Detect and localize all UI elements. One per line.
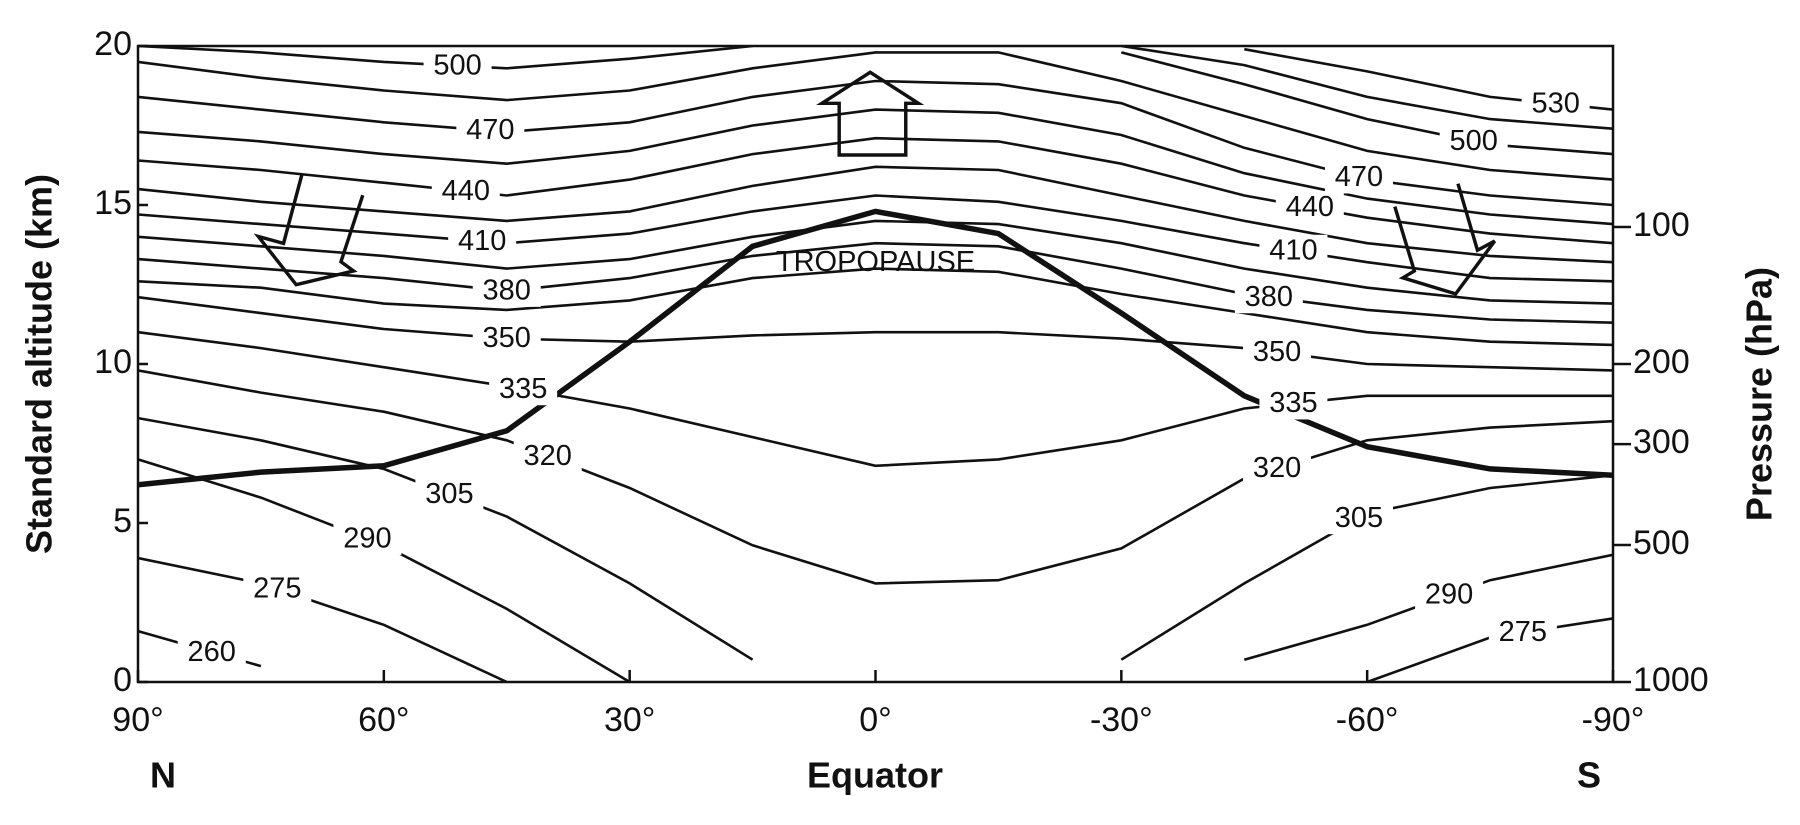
isentropes bbox=[138, 46, 1613, 682]
label-background bbox=[513, 440, 582, 473]
y2-tick-label: 100 bbox=[1633, 206, 1690, 244]
label-background bbox=[1324, 161, 1393, 194]
y2-tick-label: 1000 bbox=[1633, 661, 1709, 699]
label-background bbox=[1234, 281, 1303, 314]
label-background bbox=[1259, 387, 1328, 420]
label-background bbox=[1275, 191, 1344, 224]
tropopause bbox=[138, 208, 1613, 488]
isentrope bbox=[138, 165, 1613, 264]
y2-tick-label: 500 bbox=[1633, 524, 1690, 562]
isentrope bbox=[138, 267, 1613, 347]
plot-area: 260 275 275 290 290 305 305 320 320 335 335 350 350 3… bbox=[94, 25, 1708, 739]
contour-label: 290 bbox=[343, 523, 391, 555]
y-tick-label: 5 bbox=[113, 502, 132, 540]
contour-label: 410 bbox=[1269, 234, 1317, 266]
y-tick-label: 0 bbox=[113, 661, 132, 699]
label-background bbox=[448, 225, 517, 258]
contour-label: 440 bbox=[1286, 191, 1334, 223]
contour-label: 350 bbox=[483, 322, 531, 354]
label-background bbox=[456, 114, 525, 147]
label-background bbox=[243, 572, 312, 605]
label-background bbox=[415, 478, 484, 511]
arrows bbox=[253, 70, 1497, 296]
contour-label: 440 bbox=[442, 175, 490, 207]
y2-axis-title: Pressure (hPa) bbox=[1739, 267, 1780, 521]
contour-label: 500 bbox=[433, 49, 481, 81]
x-tick-label: -30° bbox=[1090, 701, 1153, 739]
south-label: S bbox=[1577, 755, 1601, 796]
label-background bbox=[177, 636, 246, 669]
x-tick-label: 60° bbox=[358, 701, 409, 739]
x-tick-label: -90° bbox=[1582, 701, 1645, 739]
label-background bbox=[1324, 502, 1393, 535]
label-background bbox=[1243, 452, 1312, 485]
contour-label: 320 bbox=[524, 440, 572, 472]
isentrope bbox=[1121, 46, 1613, 130]
contour-label: 380 bbox=[1245, 281, 1293, 313]
descending-arrow-north bbox=[253, 174, 365, 287]
contour-label: 305 bbox=[425, 478, 473, 510]
y2-tick-label: 300 bbox=[1633, 423, 1690, 461]
contour-label: 350 bbox=[1253, 336, 1301, 368]
contour-label: 335 bbox=[499, 373, 547, 405]
label-background bbox=[1488, 616, 1557, 649]
contour-label: 410 bbox=[458, 225, 506, 257]
contour-labels: 260 275 275 290 290 305 305 320 320 335 335 350 350 3… bbox=[177, 49, 1590, 669]
isentrope bbox=[138, 330, 1613, 468]
contour-label: 470 bbox=[1335, 161, 1383, 193]
x-tick-label: 90° bbox=[112, 701, 163, 739]
y-tick-label: 10 bbox=[94, 343, 132, 381]
x-tick-label: 30° bbox=[604, 701, 655, 739]
descending-arrow-south bbox=[1393, 183, 1497, 296]
x-axis-title: Equator bbox=[807, 755, 943, 796]
north-label: N bbox=[150, 755, 176, 796]
contour-label: 335 bbox=[1269, 387, 1317, 419]
contour-label: 320 bbox=[1253, 452, 1301, 484]
isentrope bbox=[138, 136, 1613, 245]
label-background bbox=[1521, 87, 1590, 120]
contour-label: 500 bbox=[1449, 125, 1497, 157]
isentrope bbox=[138, 194, 1613, 283]
y-tick-label: 20 bbox=[94, 25, 132, 63]
y-axis-title: Standard altitude (km) bbox=[19, 174, 60, 554]
x-tick-label: -60° bbox=[1336, 701, 1399, 739]
x-tick-label: 0° bbox=[859, 701, 892, 739]
label-background bbox=[472, 274, 541, 307]
tropopause-label: TROPOPAUSE bbox=[776, 246, 975, 278]
isentrope bbox=[138, 295, 1613, 372]
contour-label: 290 bbox=[1425, 579, 1473, 611]
y2-tick-label: 200 bbox=[1633, 343, 1690, 381]
label-background bbox=[472, 322, 541, 355]
label-background bbox=[431, 175, 500, 208]
label-background bbox=[1415, 579, 1484, 612]
contour-label: 275 bbox=[1499, 616, 1547, 648]
y-tick-label: 15 bbox=[94, 184, 132, 222]
isentrope bbox=[138, 51, 1613, 181]
label-background bbox=[1439, 125, 1508, 158]
label-background bbox=[489, 373, 558, 406]
isentrope bbox=[138, 219, 1613, 305]
isentrope bbox=[138, 108, 1613, 226]
contour-label: 530 bbox=[1531, 87, 1579, 119]
contour-label: 305 bbox=[1335, 502, 1383, 534]
label-background bbox=[1243, 336, 1312, 369]
contour-label: 470 bbox=[466, 114, 514, 146]
upward-arrow bbox=[816, 70, 925, 157]
isentrope bbox=[138, 241, 1613, 324]
contour-label: 260 bbox=[188, 636, 236, 668]
label-background bbox=[423, 49, 492, 82]
label-background bbox=[1259, 234, 1328, 267]
contour-label: 275 bbox=[253, 573, 301, 605]
contour-label: 380 bbox=[483, 275, 531, 307]
label-background bbox=[333, 522, 402, 555]
isentrope bbox=[138, 369, 1613, 585]
